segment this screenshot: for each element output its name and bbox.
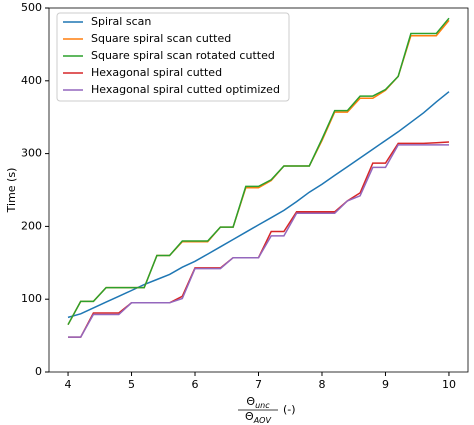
x-label-denominator: ΘAOV	[245, 410, 271, 425]
y-tick-label: 100	[21, 292, 42, 305]
y-tick-label: 400	[21, 74, 42, 87]
x-tick-label: 8	[318, 378, 325, 391]
x-tick-label: 6	[192, 378, 199, 391]
legend-box	[56, 12, 290, 102]
x-axis-label: Θunc ΘAOV (-)	[238, 395, 296, 425]
legend-label: Square spiral scan cutted	[91, 32, 231, 45]
y-tick-label: 500	[21, 1, 42, 14]
y-tick-label: 0	[35, 365, 42, 378]
legend-label: Hexagonal spiral cutted	[91, 66, 222, 79]
legend-label: Hexagonal spiral cutted optimized	[91, 83, 280, 96]
x-label-unit: (-)	[283, 403, 296, 416]
x-label-sub: AOV	[253, 416, 272, 425]
x-label-symbol: Θ	[246, 395, 255, 408]
legend-label: Square spiral scan rotated cutted	[91, 49, 275, 62]
legend-label: Spiral scan	[91, 15, 151, 28]
y-tick-label: 200	[21, 219, 42, 232]
y-tick-label: 300	[21, 147, 42, 160]
x-label-sub: unc	[255, 401, 270, 410]
legend: Spiral scan Square spiral scan cutted Squa…	[56, 12, 290, 102]
series-line	[67, 91, 450, 319]
y-axis-label: Time (s)	[5, 168, 18, 214]
x-tick-label: 7	[255, 378, 262, 391]
series-line	[68, 144, 449, 338]
x-tick-label: 10	[442, 378, 456, 391]
x-tick-label: 4	[65, 378, 72, 391]
plot-frame	[48, 7, 469, 373]
x-label-numerator: Θunc	[246, 395, 270, 410]
x-tick-label: 5	[128, 378, 135, 391]
x-label-symbol: Θ	[245, 410, 254, 423]
x-tick-label: 9	[382, 378, 389, 391]
series-line	[67, 17, 450, 326]
